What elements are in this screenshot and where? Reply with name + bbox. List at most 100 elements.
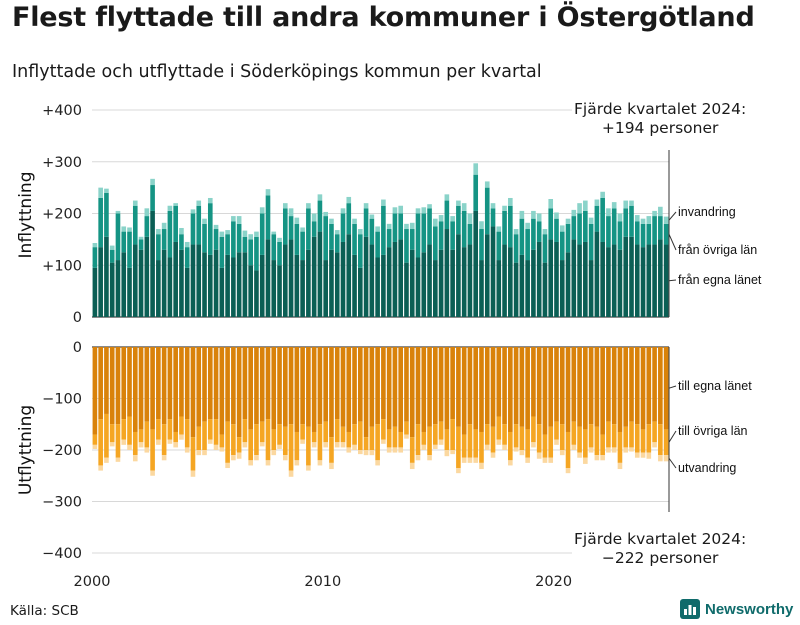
bar-segment: [184, 347, 190, 420]
bar-segment: [352, 218, 357, 224]
bar-segment: [542, 234, 548, 263]
bar-segment: [606, 347, 611, 422]
bar-segment: [144, 347, 150, 422]
bar-segment: [334, 442, 340, 448]
bar-segment: [479, 431, 484, 463]
bar-segment: [658, 206, 663, 217]
bar-segment: [392, 347, 398, 427]
bar-segment: [92, 243, 98, 248]
bar-segment: [196, 205, 202, 245]
bar-segment: [115, 210, 121, 214]
bar-segment: [600, 347, 605, 435]
brand-logo[interactable]: Newsworthy: [680, 599, 793, 619]
bar-segment: [496, 439, 502, 445]
bar-segment: [115, 213, 121, 261]
bar-segment: [611, 424, 617, 448]
bar-segment: [236, 252, 242, 317]
bar-segment: [294, 460, 300, 466]
bar-segment: [450, 249, 455, 317]
bar-segment: [456, 347, 461, 427]
bar-segment: [508, 205, 513, 248]
bar-segment: [559, 424, 565, 450]
bar-segment: [306, 426, 311, 466]
bar-segment: [92, 247, 98, 268]
bar-segment: [132, 205, 138, 245]
bar-segment: [617, 249, 623, 317]
bar-segment: [577, 426, 582, 453]
panel-utflyttning: [92, 346, 677, 554]
bar-segment: [663, 244, 669, 317]
y-tick-label: −100: [42, 392, 82, 408]
bar-segment: [311, 236, 317, 317]
bar-segment: [346, 431, 352, 448]
bar-segment: [623, 236, 629, 317]
bar-segment: [606, 447, 611, 453]
bar-segment: [583, 457, 588, 464]
bar-segment: [634, 424, 640, 453]
y-tick-label: 0: [73, 340, 82, 356]
bar-segment: [167, 439, 173, 444]
bar-segment: [513, 447, 519, 452]
bar-segment: [271, 450, 277, 456]
bar-segment: [433, 424, 438, 445]
bar-segment: [450, 419, 455, 450]
bar-segment: [525, 229, 530, 261]
bar-segment: [196, 450, 202, 456]
bar-segment: [363, 450, 369, 456]
bar-segment: [196, 347, 202, 427]
bar-segment: [588, 424, 594, 448]
bar-segment: [288, 470, 294, 477]
bar-segment: [225, 421, 230, 463]
bar-segment: [138, 249, 144, 317]
bar-segment: [381, 199, 386, 206]
bar-segment: [202, 347, 207, 422]
bar-segment: [109, 442, 115, 447]
bar-segment: [461, 347, 467, 435]
bar-segment: [138, 429, 144, 443]
bar-segment: [444, 200, 450, 230]
bar-segment: [404, 434, 409, 439]
bar-segment: [404, 229, 409, 263]
bar-segment: [236, 347, 242, 438]
bar-segment: [363, 347, 369, 438]
bar-segment: [150, 470, 155, 476]
bar-segment: [554, 421, 559, 440]
bar-segment: [334, 230, 340, 235]
bar-segment: [236, 437, 242, 453]
bar-segment: [588, 347, 594, 425]
bar-segment: [525, 222, 530, 230]
bar-segment: [565, 223, 571, 253]
bar-segment: [606, 247, 611, 317]
bar-segment: [369, 426, 375, 450]
bar-segment: [329, 223, 334, 250]
bar-segment: [104, 413, 109, 458]
bar-segment: [121, 226, 127, 232]
bar-segment: [132, 200, 138, 206]
bar-segment: [473, 174, 479, 211]
bar-segment: [467, 424, 473, 458]
bar-segment: [219, 267, 225, 317]
bar-segment: [640, 452, 646, 458]
bar-segment: [652, 421, 657, 443]
bar-segment: [329, 218, 334, 224]
bar-segment: [427, 244, 432, 317]
bar-segment: [138, 442, 144, 448]
bar-segment: [588, 217, 594, 224]
bar-segment: [156, 234, 161, 261]
bar-segment: [490, 426, 496, 453]
bar-segment: [398, 205, 404, 214]
bar-segment: [294, 431, 300, 461]
bar-segment: [542, 262, 548, 317]
bar-segment: [490, 226, 496, 317]
bar-segment: [329, 347, 334, 438]
bar-segment: [190, 347, 196, 438]
bar-segment: [167, 347, 173, 420]
bar-segment: [658, 347, 663, 425]
bar-segment: [248, 347, 253, 430]
bar-segment: [352, 347, 357, 425]
bar-segment: [346, 347, 352, 432]
bar-segment: [513, 347, 519, 425]
y-axis-label: Inflyttning: [16, 172, 36, 259]
brand-name: Newsworthy: [705, 600, 794, 618]
bar-segment: [508, 431, 513, 461]
